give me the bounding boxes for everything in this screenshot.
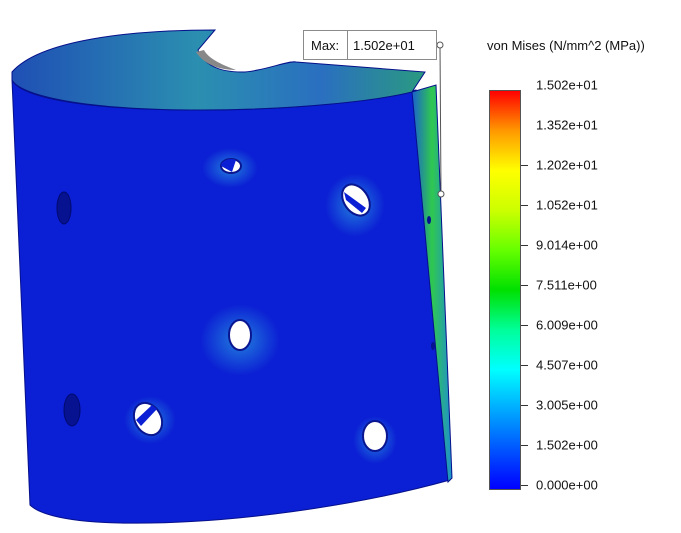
legend-value: 4.507e+00	[536, 357, 598, 373]
hole-side	[63, 393, 81, 427]
probe-value: 1.502e+01	[353, 38, 415, 53]
legend-value: 1.052e+01	[536, 197, 598, 213]
color-scale-bar[interactable]	[489, 90, 521, 490]
hole	[228, 319, 252, 351]
max-marker[interactable]	[437, 190, 445, 198]
max-probe-label[interactable]: Max: 1.502e+01	[303, 30, 437, 60]
legend-value: 1.502e+01	[536, 77, 598, 93]
legend-tick	[521, 245, 528, 246]
hole-inner-wall	[136, 405, 157, 426]
legend-tick	[521, 325, 528, 326]
legend-value: 1.502e+00	[536, 437, 598, 453]
legend-tick	[521, 165, 528, 166]
top-notch	[196, 50, 236, 70]
shell-top-face	[11, 29, 426, 111]
legend-tick	[521, 405, 528, 406]
legend-tick	[521, 205, 528, 206]
probe-label: Max:	[311, 38, 340, 53]
legend-value: 9.014e+00	[536, 237, 598, 253]
shell-side-edge	[411, 84, 453, 484]
legend-tick	[521, 285, 528, 286]
legend-value: 7.511e+00	[536, 277, 597, 293]
probe-anchor	[436, 41, 444, 49]
legend-value: 1.352e+01	[536, 117, 598, 133]
legend-value: 1.202e+01	[536, 157, 598, 173]
hole-inner-wall	[344, 192, 366, 213]
probe-divider	[347, 31, 348, 59]
hole-side	[56, 191, 72, 225]
hole-inner-wall	[221, 159, 236, 172]
legend-value: 6.009e+00	[536, 317, 598, 333]
hole	[362, 420, 388, 452]
legend-value: 3.005e+00	[536, 397, 598, 413]
legend-tick	[521, 365, 528, 366]
legend-title: von Mises (N/mm^2 (MPa))	[487, 38, 645, 53]
edge-hole	[427, 216, 431, 224]
legend-tick	[521, 485, 528, 486]
max-leader-line	[439, 44, 442, 195]
legend-value: 0.000e+00	[536, 477, 598, 493]
edge-hole	[431, 342, 435, 350]
legend-tick	[521, 445, 528, 446]
